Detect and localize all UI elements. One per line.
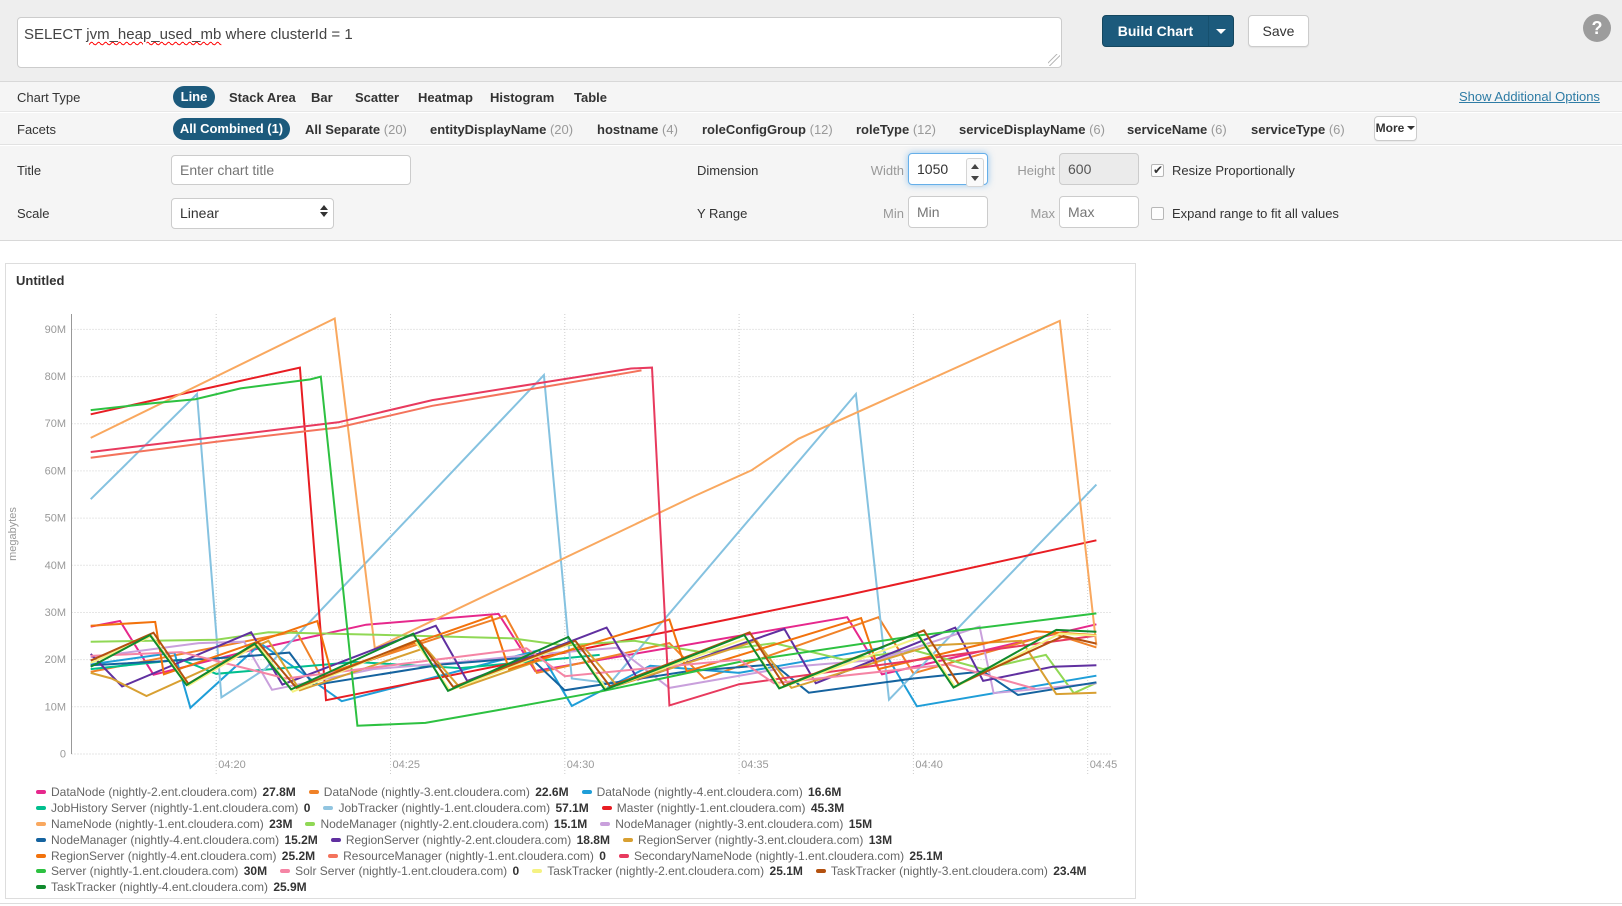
svg-text:04:30: 04:30	[567, 759, 595, 771]
svg-text:04:35: 04:35	[741, 759, 769, 771]
svg-text:50M: 50M	[45, 513, 66, 525]
svg-text:megabytes: megabytes	[7, 507, 19, 561]
svg-text:10M: 10M	[45, 701, 66, 713]
svg-text:80M: 80M	[45, 371, 66, 383]
svg-text:30M: 30M	[45, 607, 66, 619]
svg-text:04:20: 04:20	[218, 759, 246, 771]
svg-text:04:40: 04:40	[915, 759, 943, 771]
svg-text:04:25: 04:25	[393, 759, 421, 771]
svg-text:40M: 40M	[45, 560, 66, 572]
svg-text:20M: 20M	[45, 654, 66, 666]
svg-text:90M: 90M	[45, 324, 66, 336]
svg-text:0: 0	[60, 749, 66, 761]
svg-text:04:45: 04:45	[1090, 759, 1118, 771]
svg-text:70M: 70M	[45, 418, 66, 430]
svg-text:60M: 60M	[45, 465, 66, 477]
